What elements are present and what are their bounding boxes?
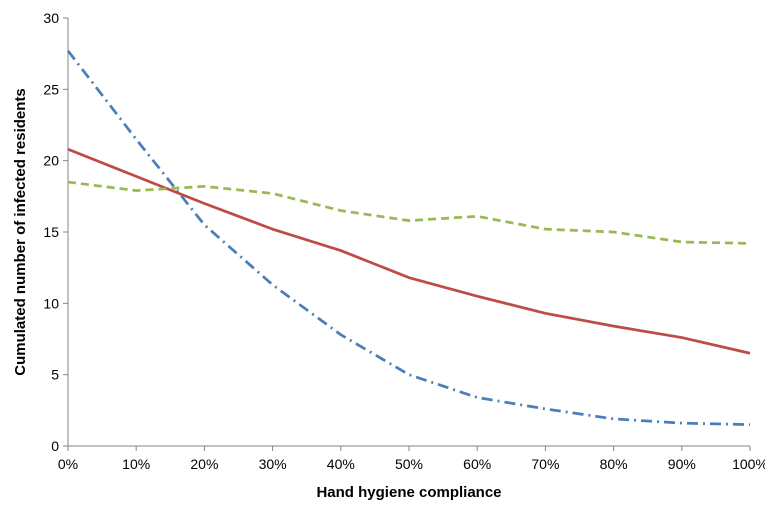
x-tick-label: 0% xyxy=(58,456,78,472)
x-tick-label: 90% xyxy=(668,456,696,472)
series-line-3 xyxy=(67,180,751,245)
series-line-2 xyxy=(67,147,751,355)
x-axis: 0% 10% 20% 30% 40% 50% 60% 70% 80% 90% 100% xyxy=(58,445,765,472)
y-tick-label: 5 xyxy=(51,367,59,383)
y-tick-label: 0 xyxy=(51,438,59,454)
y-tick-label: 20 xyxy=(43,153,59,169)
x-tick-label: 60% xyxy=(463,456,491,472)
x-tick-label: 50% xyxy=(395,456,423,472)
x-tick-label: 70% xyxy=(531,456,559,472)
x-tick-label: 10% xyxy=(122,456,150,472)
series-lines xyxy=(66,49,751,426)
series-line-1 xyxy=(66,49,751,426)
x-tick-label: 40% xyxy=(327,456,355,472)
y-tick-label: 10 xyxy=(43,295,59,311)
x-axis-title: Hand hygiene compliance xyxy=(316,484,501,501)
x-tick-label: 100% xyxy=(732,456,765,472)
y-tick-label: 25 xyxy=(43,81,59,97)
x-tick-label: 20% xyxy=(190,456,218,472)
x-tick-label: 30% xyxy=(259,456,287,472)
y-axis: 0 5 10 15 20 25 30 xyxy=(43,10,69,454)
y-tick-label: 15 xyxy=(43,224,59,240)
y-axis-title: Cumulated number of infected residents xyxy=(12,88,29,376)
x-tick-label: 80% xyxy=(600,456,628,472)
y-tick-label: 30 xyxy=(43,10,59,26)
